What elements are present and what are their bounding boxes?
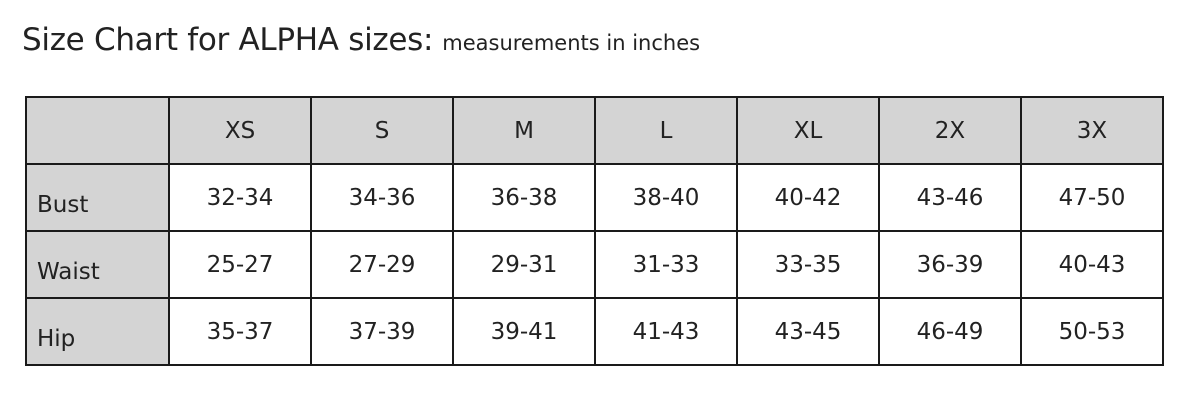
header-cell-corner [25, 96, 170, 165]
subtitle-text: measurements in inches [442, 31, 701, 55]
table-cell: 31-33 [594, 230, 738, 299]
table-cell: 25-27 [168, 230, 312, 299]
table-cell: 40-43 [1020, 230, 1164, 299]
table-cell: 29-31 [452, 230, 596, 299]
header-cell-xl: XL [736, 96, 880, 165]
header-row: XS S M L XL 2X 3X [25, 96, 1164, 165]
table-row-hip: Hip 35-37 37-39 39-41 41-43 43-45 46-49 … [25, 297, 1164, 366]
table-cell: 34-36 [310, 163, 454, 232]
table-cell: 35-37 [168, 297, 312, 366]
table-cell: 37-39 [310, 297, 454, 366]
table-cell: 46-49 [878, 297, 1022, 366]
table-cell: 36-38 [452, 163, 596, 232]
row-label: Hip [25, 297, 170, 366]
table-cell: 40-42 [736, 163, 880, 232]
table-cell: 43-45 [736, 297, 880, 366]
row-label: Waist [25, 230, 170, 299]
table-cell: 36-39 [878, 230, 1022, 299]
table-cell: 41-43 [594, 297, 738, 366]
table-cell: 32-34 [168, 163, 312, 232]
header-cell-xs: XS [168, 96, 312, 165]
header-cell-l: L [594, 96, 738, 165]
table-row-waist: Waist 25-27 27-29 29-31 31-33 33-35 36-3… [25, 230, 1164, 299]
header-cell-m: M [452, 96, 596, 165]
table-cell: 43-46 [878, 163, 1022, 232]
table-cell: 50-53 [1020, 297, 1164, 366]
header-cell-s: S [310, 96, 454, 165]
title-text: Size Chart for ALPHA sizes: [22, 22, 434, 58]
table-cell: 33-35 [736, 230, 880, 299]
page-title: Size Chart for ALPHA sizes: measurements… [22, 22, 700, 58]
header-cell-2x: 2X [878, 96, 1022, 165]
row-label: Bust [25, 163, 170, 232]
size-chart-table: XS S M L XL 2X 3X Bust 32-34 34-36 36-38… [25, 96, 1164, 366]
table-cell: 38-40 [594, 163, 738, 232]
header-cell-3x: 3X [1020, 96, 1164, 165]
table-row-bust: Bust 32-34 34-36 36-38 38-40 40-42 43-46… [25, 163, 1164, 232]
table-cell: 27-29 [310, 230, 454, 299]
table-cell: 47-50 [1020, 163, 1164, 232]
table-cell: 39-41 [452, 297, 596, 366]
